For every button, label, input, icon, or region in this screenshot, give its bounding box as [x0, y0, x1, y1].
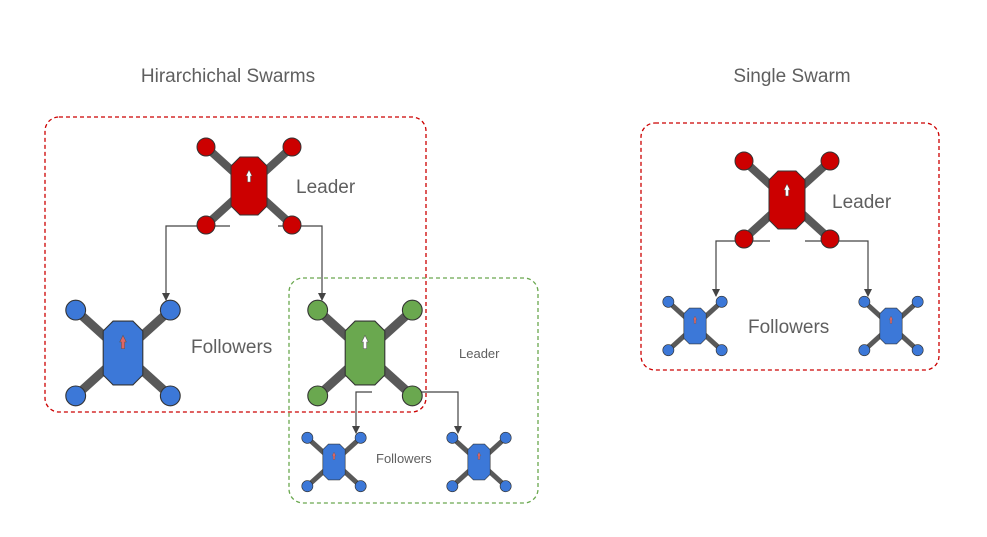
sub-followers-label: Followers	[376, 451, 432, 466]
drone-icon	[65, 299, 181, 407]
sub-leader-label: Leader	[459, 346, 500, 361]
drones-layer	[65, 137, 924, 493]
single-swarm-box	[640, 122, 940, 371]
arrow-icon	[352, 391, 372, 434]
hierarchical-followers-label: Followers	[191, 337, 272, 358]
arrow-icon	[410, 391, 462, 434]
drone-icon	[662, 295, 728, 357]
drone-icon	[446, 431, 512, 493]
arrow-icon	[712, 240, 770, 297]
single-followers-label: Followers	[748, 317, 829, 338]
arrow-icon	[278, 225, 326, 301]
hierarchical-title: Hirarchichal Swarms	[141, 66, 315, 87]
arrow-icon	[805, 240, 872, 297]
drone-icon	[196, 137, 302, 235]
drone-icon	[858, 295, 924, 357]
single-title: Single Swarm	[733, 66, 850, 87]
drone-icon	[301, 431, 367, 493]
hierarchical-leader-label: Leader	[296, 177, 356, 198]
hierarchical-swarm-box	[44, 116, 427, 413]
single-leader-label: Leader	[832, 192, 892, 213]
arrow-icon	[162, 225, 230, 301]
drone-icon	[307, 299, 423, 407]
drone-icon	[734, 151, 840, 249]
